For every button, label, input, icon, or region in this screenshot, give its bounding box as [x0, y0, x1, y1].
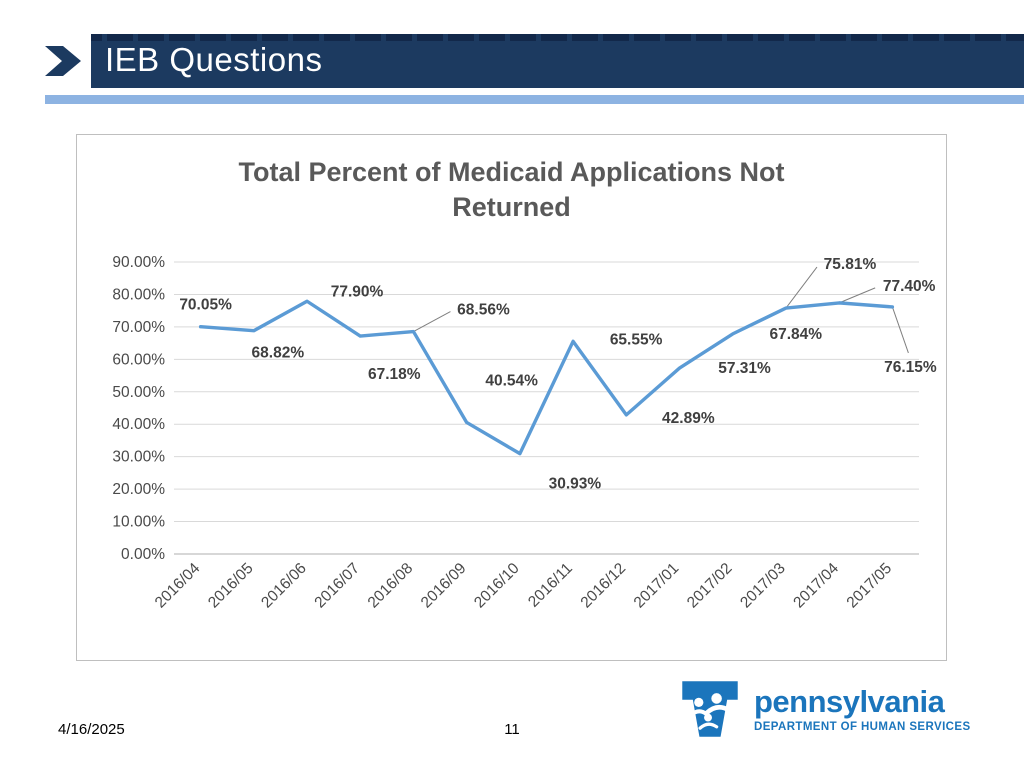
y-tick-label: 10.00%	[112, 514, 165, 531]
x-tick-label: 2017/04	[790, 560, 842, 612]
line-chart: 0.00% 10.00% 20.00% 30.00% 40.00% 50.00% 60.00…	[112, 254, 937, 612]
data-label: 30.93%	[548, 476, 601, 493]
data-label: 70.05%	[179, 297, 232, 314]
logo-wordmark: pennsylvania	[754, 683, 945, 719]
data-label: 68.56%	[457, 302, 510, 319]
data-label: 77.40%	[882, 278, 935, 295]
x-tick-label: 2016/04	[151, 560, 203, 612]
x-tick-label: 2016/10	[471, 560, 523, 612]
x-tick-label: 2016/05	[205, 560, 257, 612]
data-label: 75.81%	[823, 256, 876, 273]
x-tick-label: 2017/03	[737, 560, 789, 612]
y-tick-label: 50.00%	[112, 384, 165, 401]
x-tick-label: 2017/01	[630, 560, 682, 612]
x-tick-label: 2016/09	[417, 560, 469, 612]
y-tick-label: 30.00%	[112, 449, 165, 466]
y-tick-label: 90.00%	[112, 254, 165, 271]
data-label: 76.15%	[884, 359, 937, 376]
y-tick-label: 70.00%	[112, 319, 165, 336]
logo-text: pennsylvania DEPARTMENT OF HUMAN SERVICE…	[754, 686, 971, 733]
slide-title: IEB Questions	[105, 41, 323, 78]
series-line	[198, 299, 894, 456]
data-label: 67.84%	[769, 326, 822, 343]
chevron-right-icon	[45, 46, 81, 76]
data-label: 57.31%	[718, 360, 771, 377]
y-tick-label: 40.00%	[112, 416, 165, 433]
data-label: 42.89%	[662, 410, 715, 427]
data-label: 77.90%	[330, 283, 383, 300]
chart-title: Total Percent of Medicaid Applications N…	[238, 157, 785, 223]
footer-date: 4/16/2025	[58, 721, 125, 738]
x-tick-label: 2016/12	[577, 560, 629, 612]
page-number: 11	[504, 721, 520, 738]
chevron-box	[45, 34, 91, 88]
data-label: 67.18%	[367, 366, 420, 383]
keystone-icon	[682, 681, 738, 737]
y-tick-label: 0.00%	[121, 546, 165, 563]
x-tick-label: 2016/06	[258, 560, 310, 612]
x-tick-label: 2017/02	[683, 560, 735, 612]
y-tick-label: 60.00%	[112, 352, 165, 369]
accent-bar	[45, 95, 1024, 104]
x-tick-label: 2016/08	[364, 560, 416, 612]
data-label: 68.82%	[251, 345, 304, 362]
x-tick-label: 2016/07	[311, 560, 363, 612]
label-leader-line	[785, 266, 817, 309]
pa-dhs-logo: pennsylvania DEPARTMENT OF HUMAN SERVICE…	[676, 676, 971, 742]
logo-subtitle: DEPARTMENT OF HUMAN SERVICES	[754, 720, 971, 733]
label-leader-line	[412, 311, 451, 333]
label-leader-line	[838, 287, 875, 304]
x-tick-label: 2017/05	[843, 560, 895, 612]
slide-header: IEB Questions	[45, 34, 1024, 88]
chart-container: Total Percent of Medicaid Applications N…	[76, 134, 947, 661]
label-leader-line	[891, 306, 909, 354]
y-tick-label: 20.00%	[112, 481, 165, 498]
x-tick-label: 2016/11	[525, 560, 576, 611]
data-label: 65.55%	[609, 332, 662, 349]
data-label: 40.54%	[485, 373, 538, 390]
y-tick-label: 80.00%	[112, 287, 165, 304]
